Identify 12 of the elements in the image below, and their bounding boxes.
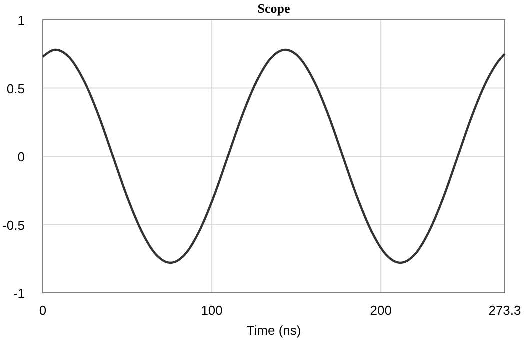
- x-tick-label: 200: [370, 303, 392, 318]
- x-tick-label: 100: [201, 303, 223, 318]
- y-tick-label: 0.5: [6, 81, 25, 96]
- chart-title: Scope: [258, 1, 290, 16]
- y-tick-label: -0.5: [2, 218, 25, 233]
- y-tick-label: -1: [13, 286, 25, 301]
- y-tick-label: 0: [18, 150, 25, 164]
- x-tick-label: 273.3: [488, 303, 522, 318]
- x-axis-title: Time (ns): [246, 323, 302, 338]
- line-series: [42, 48, 506, 264]
- y-tick-label: 1: [18, 13, 25, 28]
- x-tick-label: 0: [39, 303, 47, 318]
